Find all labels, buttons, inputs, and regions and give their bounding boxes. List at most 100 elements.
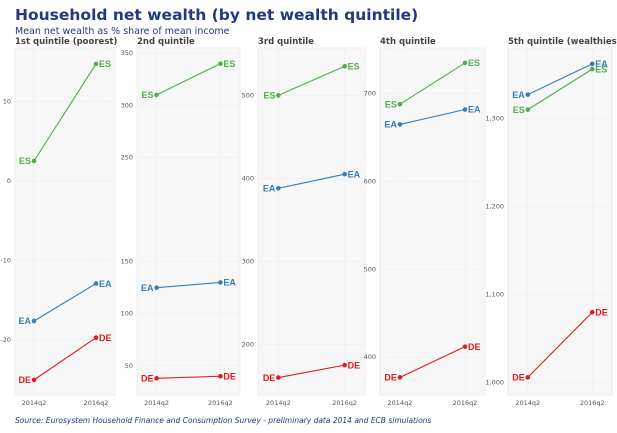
y-tick-label: -10 — [0, 256, 11, 264]
y-tick-label: 10 — [3, 97, 11, 105]
y-tick-label: 200 — [242, 340, 254, 348]
panel-background — [136, 47, 241, 396]
y-tick-label: -20 — [0, 336, 11, 344]
panel-title: 4th quintile — [380, 37, 436, 47]
x-tick-label: 2016q2 — [332, 399, 357, 407]
series-line-de — [33, 337, 97, 381]
series-line-es — [278, 65, 345, 96]
x-tick-label: 2016q2 — [453, 399, 478, 407]
series-label-de: DE — [595, 307, 608, 317]
series-line-ea — [33, 283, 97, 322]
data-point-ea — [218, 280, 223, 285]
data-point-de — [525, 375, 531, 380]
data-point-de — [397, 375, 403, 380]
data-point-es — [589, 66, 595, 72]
data-point-ea — [342, 171, 347, 177]
data-point-de — [154, 376, 159, 381]
x-tick-label: 2014q2 — [144, 399, 169, 407]
panel-title: 5th quintile (wealthiest) — [508, 37, 617, 47]
series-label-de: DE — [384, 373, 397, 383]
series-label-ea: EA — [223, 278, 236, 288]
chart-subtitle: Mean net wealth as % share of mean incom… — [15, 26, 230, 37]
series-label-de: DE — [348, 360, 361, 370]
series-label-es: ES — [385, 99, 397, 109]
data-point-ea — [93, 281, 99, 286]
series-label-es: ES — [468, 58, 480, 68]
series-label-es: ES — [19, 156, 31, 166]
panel-title: 3rd quintile — [258, 37, 314, 47]
y-tick-label: 400 — [364, 353, 376, 361]
chart-title: Household net wealth (by net wealth quin… — [15, 6, 419, 24]
x-tick-label: 2014q2 — [515, 399, 540, 407]
data-point-es — [276, 93, 281, 98]
x-tick-label: 2016q2 — [208, 399, 233, 407]
series-line-de — [278, 364, 345, 379]
series-label-de: DE — [141, 374, 154, 384]
y-tick-label: 600 — [364, 178, 376, 186]
y-tick-label: 250 — [121, 153, 133, 161]
series-line-ea — [156, 281, 221, 289]
data-point-de — [462, 344, 468, 349]
y-tick-label: 400 — [242, 174, 254, 182]
x-tick-label: 2016q2 — [580, 399, 605, 407]
series-label-es: ES — [223, 59, 235, 69]
series-label-de: DE — [263, 373, 276, 383]
series-label-ea: EA — [18, 316, 31, 326]
y-tick-label: 1,000 — [485, 379, 504, 387]
series-label-ea: EA — [348, 169, 361, 179]
y-tick-label: 0 — [7, 177, 11, 185]
series-line-de — [399, 346, 466, 378]
x-tick-label: 2016q2 — [84, 399, 109, 407]
data-point-es — [93, 61, 99, 67]
series-line-de — [527, 311, 593, 378]
source-note: Source: Eurosystem Household Finance and… — [15, 416, 432, 425]
series-label-ea: EA — [468, 105, 481, 115]
data-point-ea — [525, 92, 531, 97]
series-label-es: ES — [595, 64, 607, 74]
series-label-es: ES — [263, 91, 275, 101]
data-point-de — [276, 375, 281, 380]
y-tick-label: 100 — [121, 310, 133, 318]
series-label-de: DE — [468, 342, 481, 352]
data-point-de — [218, 373, 223, 379]
y-tick-label: 500 — [364, 265, 376, 273]
y-tick-label: 300 — [242, 257, 254, 265]
panel-background — [14, 47, 116, 396]
series-label-es: ES — [142, 90, 154, 100]
x-tick-label: 2014q2 — [22, 399, 47, 407]
data-point-de — [589, 309, 595, 315]
panel-background — [379, 47, 486, 396]
series-label-ea: EA — [512, 90, 525, 100]
x-tick-label: 2014q2 — [266, 399, 291, 407]
series-label-ea: EA — [384, 120, 397, 130]
data-point-ea — [397, 122, 403, 127]
series-line-ea — [527, 63, 593, 96]
y-tick-label: 50 — [125, 362, 133, 370]
x-tick-label: 2014q2 — [388, 399, 413, 407]
data-point-de — [31, 377, 37, 383]
data-point-es — [154, 92, 159, 98]
series-label-es: ES — [513, 105, 525, 115]
data-point-de — [93, 335, 99, 340]
series-line-ea — [278, 173, 345, 189]
data-point-es — [525, 107, 531, 112]
y-tick-label: 700 — [364, 90, 376, 98]
series-label-es: ES — [348, 61, 360, 71]
panel-title: 1st quintile (poorest) — [15, 37, 117, 47]
series-label-es: ES — [99, 59, 111, 69]
data-point-ea — [154, 285, 159, 290]
series-label-de: DE — [18, 375, 31, 385]
y-tick-label: 300 — [121, 101, 133, 109]
series-line-de — [156, 375, 221, 379]
series-label-ea: EA — [99, 279, 112, 289]
series-label-ea: EA — [141, 283, 154, 293]
data-point-es — [31, 158, 37, 164]
data-point-es — [342, 63, 347, 69]
data-point-ea — [462, 107, 468, 112]
panel-background — [257, 47, 366, 396]
data-point-es — [462, 60, 468, 66]
data-point-ea — [276, 185, 281, 191]
y-tick-label: 350 — [121, 49, 133, 57]
series-line-es — [33, 63, 97, 162]
